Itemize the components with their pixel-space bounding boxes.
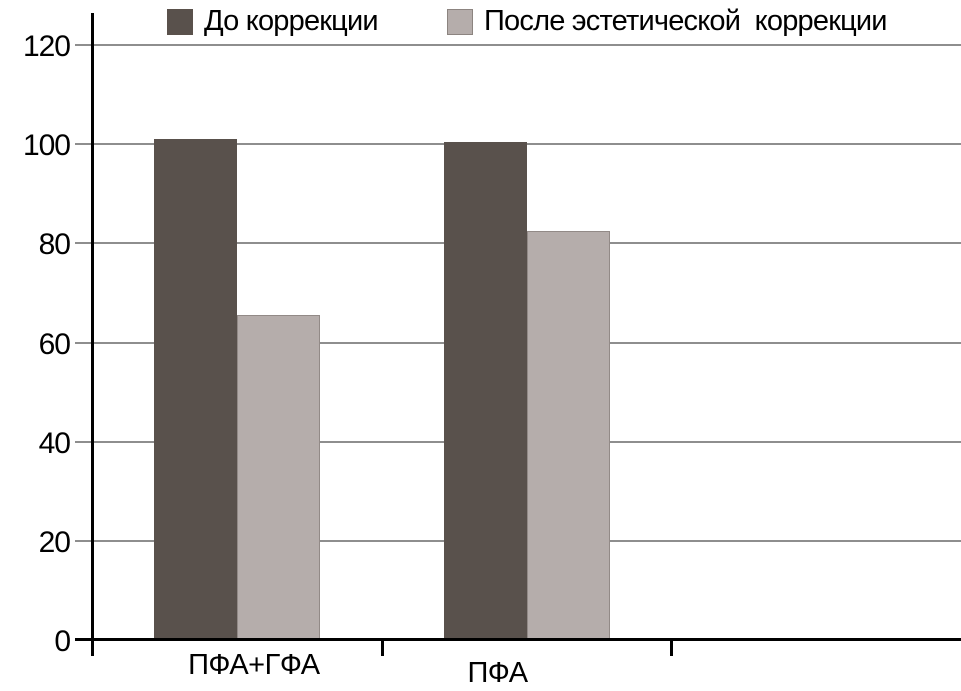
bar-after-correction-1 — [236, 315, 320, 640]
y-tick-label: 0 — [54, 625, 71, 658]
x-tick-label: ПФА — [467, 657, 528, 689]
x-axis-tick — [91, 638, 94, 656]
legend-swatch-after-correction — [447, 8, 473, 35]
y-axis-line — [91, 13, 94, 642]
x-axis-line — [75, 638, 961, 641]
bar-before-correction-1 — [153, 139, 237, 640]
gridline — [75, 44, 961, 46]
bar-after-correction-2 — [526, 230, 610, 640]
legend-item-after-correction: После эстетической коррекции — [447, 5, 888, 37]
y-tick-label: 40 — [38, 426, 71, 460]
bar-before-correction-2 — [443, 141, 527, 640]
legend-label-after-correction: После эстетической коррекции — [484, 5, 888, 37]
legend-label-before-correction: До коррекции — [204, 5, 379, 37]
y-tick-label: 80 — [38, 228, 71, 262]
legend-swatch-before-correction — [167, 8, 193, 35]
y-tick-label: 100 — [22, 129, 71, 163]
x-tick-label: ПФА+ГФА — [188, 649, 320, 681]
x-axis-tick — [670, 638, 674, 656]
y-tick-label: 60 — [38, 327, 71, 361]
x-axis-tick — [380, 638, 384, 656]
y-tick-label: 120 — [22, 30, 71, 63]
y-tick-label: 20 — [38, 525, 71, 559]
legend-item-before-correction: До коррекции — [167, 5, 379, 37]
